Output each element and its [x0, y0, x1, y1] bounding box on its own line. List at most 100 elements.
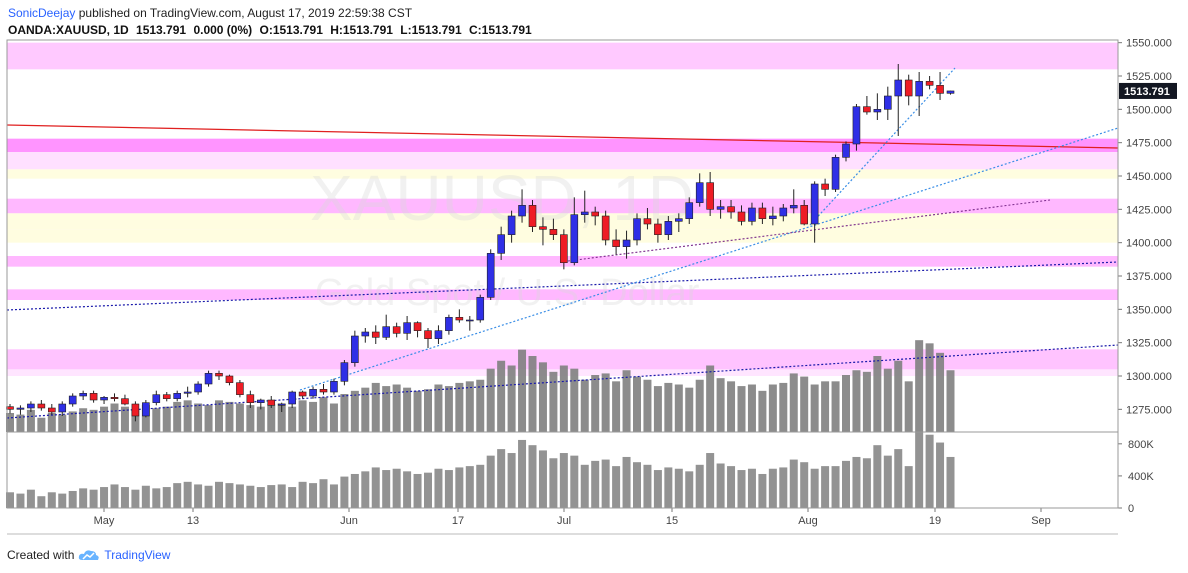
- volume-overlay-bar: [225, 401, 234, 432]
- candle: [716, 200, 725, 219]
- volume-bar: [58, 493, 67, 508]
- candle: [518, 189, 526, 223]
- volume-bar: [507, 453, 516, 508]
- candle: [748, 202, 756, 226]
- candle: [507, 210, 516, 243]
- candle: [277, 402, 286, 412]
- volume-overlay-bar: [810, 384, 819, 432]
- volume-bar: [309, 483, 318, 508]
- price-zone: [7, 198, 1118, 214]
- candle-body: [737, 211, 746, 222]
- support-line-1: [6, 261, 1119, 311]
- volume-overlay-bar: [706, 365, 715, 432]
- volume-bar: [79, 488, 88, 508]
- candle: [549, 218, 558, 240]
- volume-overlay-bar: [538, 362, 547, 432]
- candle: [528, 200, 537, 232]
- price-tick-label: 1350.000: [1126, 304, 1172, 316]
- tradingview-brand[interactable]: TradingView: [104, 548, 171, 562]
- candle: [539, 217, 547, 246]
- candle-body: [476, 297, 485, 321]
- volume-overlay-bar: [518, 349, 527, 432]
- candle-body: [131, 403, 140, 417]
- author-link[interactable]: SonicDeejay: [8, 6, 76, 20]
- volume-bar: [862, 458, 871, 508]
- volume-overlay-bar: [319, 397, 328, 432]
- candle: [727, 200, 735, 219]
- volume-overlay-bar: [747, 384, 756, 432]
- volume-overlay-bar: [26, 409, 35, 432]
- time-tick-label: Jul: [557, 515, 571, 527]
- candle-body: [382, 326, 391, 338]
- price-tick-label: 1450.000: [1126, 171, 1172, 183]
- candle: [89, 390, 98, 403]
- volume-bar: [664, 467, 673, 508]
- volume-bar: [89, 489, 98, 508]
- time-tick-label: 19: [929, 515, 941, 527]
- candle: [789, 189, 798, 214]
- high-value: H:1513.791: [330, 23, 393, 37]
- candle: [936, 72, 944, 100]
- tradingview-cloud-icon: [79, 550, 100, 560]
- volume-bar: [434, 468, 443, 508]
- support-line-2: [6, 344, 1119, 419]
- candle-body: [539, 226, 547, 230]
- candle-body: [863, 106, 871, 113]
- price-tick-label: 1275.000: [1126, 404, 1172, 416]
- volume-tick-label: 0: [1128, 503, 1134, 515]
- candle: [434, 325, 443, 344]
- candle: [883, 86, 892, 120]
- candle: [142, 400, 150, 418]
- price-tick-label: 1375.000: [1126, 271, 1172, 283]
- volume-bar: [768, 468, 777, 508]
- candle-body: [225, 375, 234, 383]
- volume-bar: [371, 467, 380, 508]
- candle-body: [309, 389, 317, 397]
- candle-body: [769, 215, 777, 219]
- volume-overlay-bar: [737, 386, 746, 432]
- volume-bar: [800, 462, 809, 508]
- volume-bar: [789, 459, 798, 508]
- volume-overlay-bar: [497, 360, 506, 432]
- candle: [497, 226, 505, 260]
- candle: [925, 76, 934, 90]
- price-tick-label: 1300.000: [1126, 371, 1172, 383]
- volume-bar: [915, 432, 924, 508]
- volume-overlay-bar: [403, 387, 412, 432]
- candle-body: [748, 207, 756, 222]
- publish-info: SonicDeejay published on TradingView.com…: [8, 6, 412, 20]
- volume-bar: [120, 487, 129, 508]
- close-value: C:1513.791: [469, 23, 532, 37]
- candle: [904, 74, 913, 106]
- volume-overlay-bar: [298, 400, 307, 432]
- candle-body: [674, 218, 683, 222]
- candle: [445, 314, 453, 335]
- volume-overlay-bar: [936, 352, 945, 432]
- candle: [873, 93, 882, 120]
- candle: [152, 390, 161, 406]
- candle: [194, 381, 202, 395]
- candle: [601, 210, 610, 246]
- candle: [392, 322, 401, 338]
- candle-body: [16, 407, 25, 410]
- candle: [37, 400, 46, 411]
- trend-lines: [6, 67, 1119, 419]
- symbol-name[interactable]: OANDA:XAUUSD, 1D: [8, 23, 129, 37]
- volume-overlay-bar: [267, 404, 276, 432]
- volume-bar: [152, 488, 161, 508]
- price-zone: [7, 42, 1118, 70]
- volume-overlay-bar: [821, 381, 830, 432]
- volume-overlay-bar: [340, 394, 349, 432]
- candle: [330, 378, 338, 395]
- volume-tick-label: 800K: [1128, 439, 1154, 451]
- candle: [465, 316, 474, 331]
- volume-bar: [194, 484, 203, 508]
- last-price-label: 1513.791: [1124, 86, 1170, 98]
- candle-body: [643, 218, 652, 225]
- volume-bar: [26, 489, 35, 508]
- candle: [821, 178, 829, 196]
- volume-bar: [329, 484, 338, 508]
- candle-body: [465, 319, 474, 322]
- price-zone: [7, 289, 1118, 300]
